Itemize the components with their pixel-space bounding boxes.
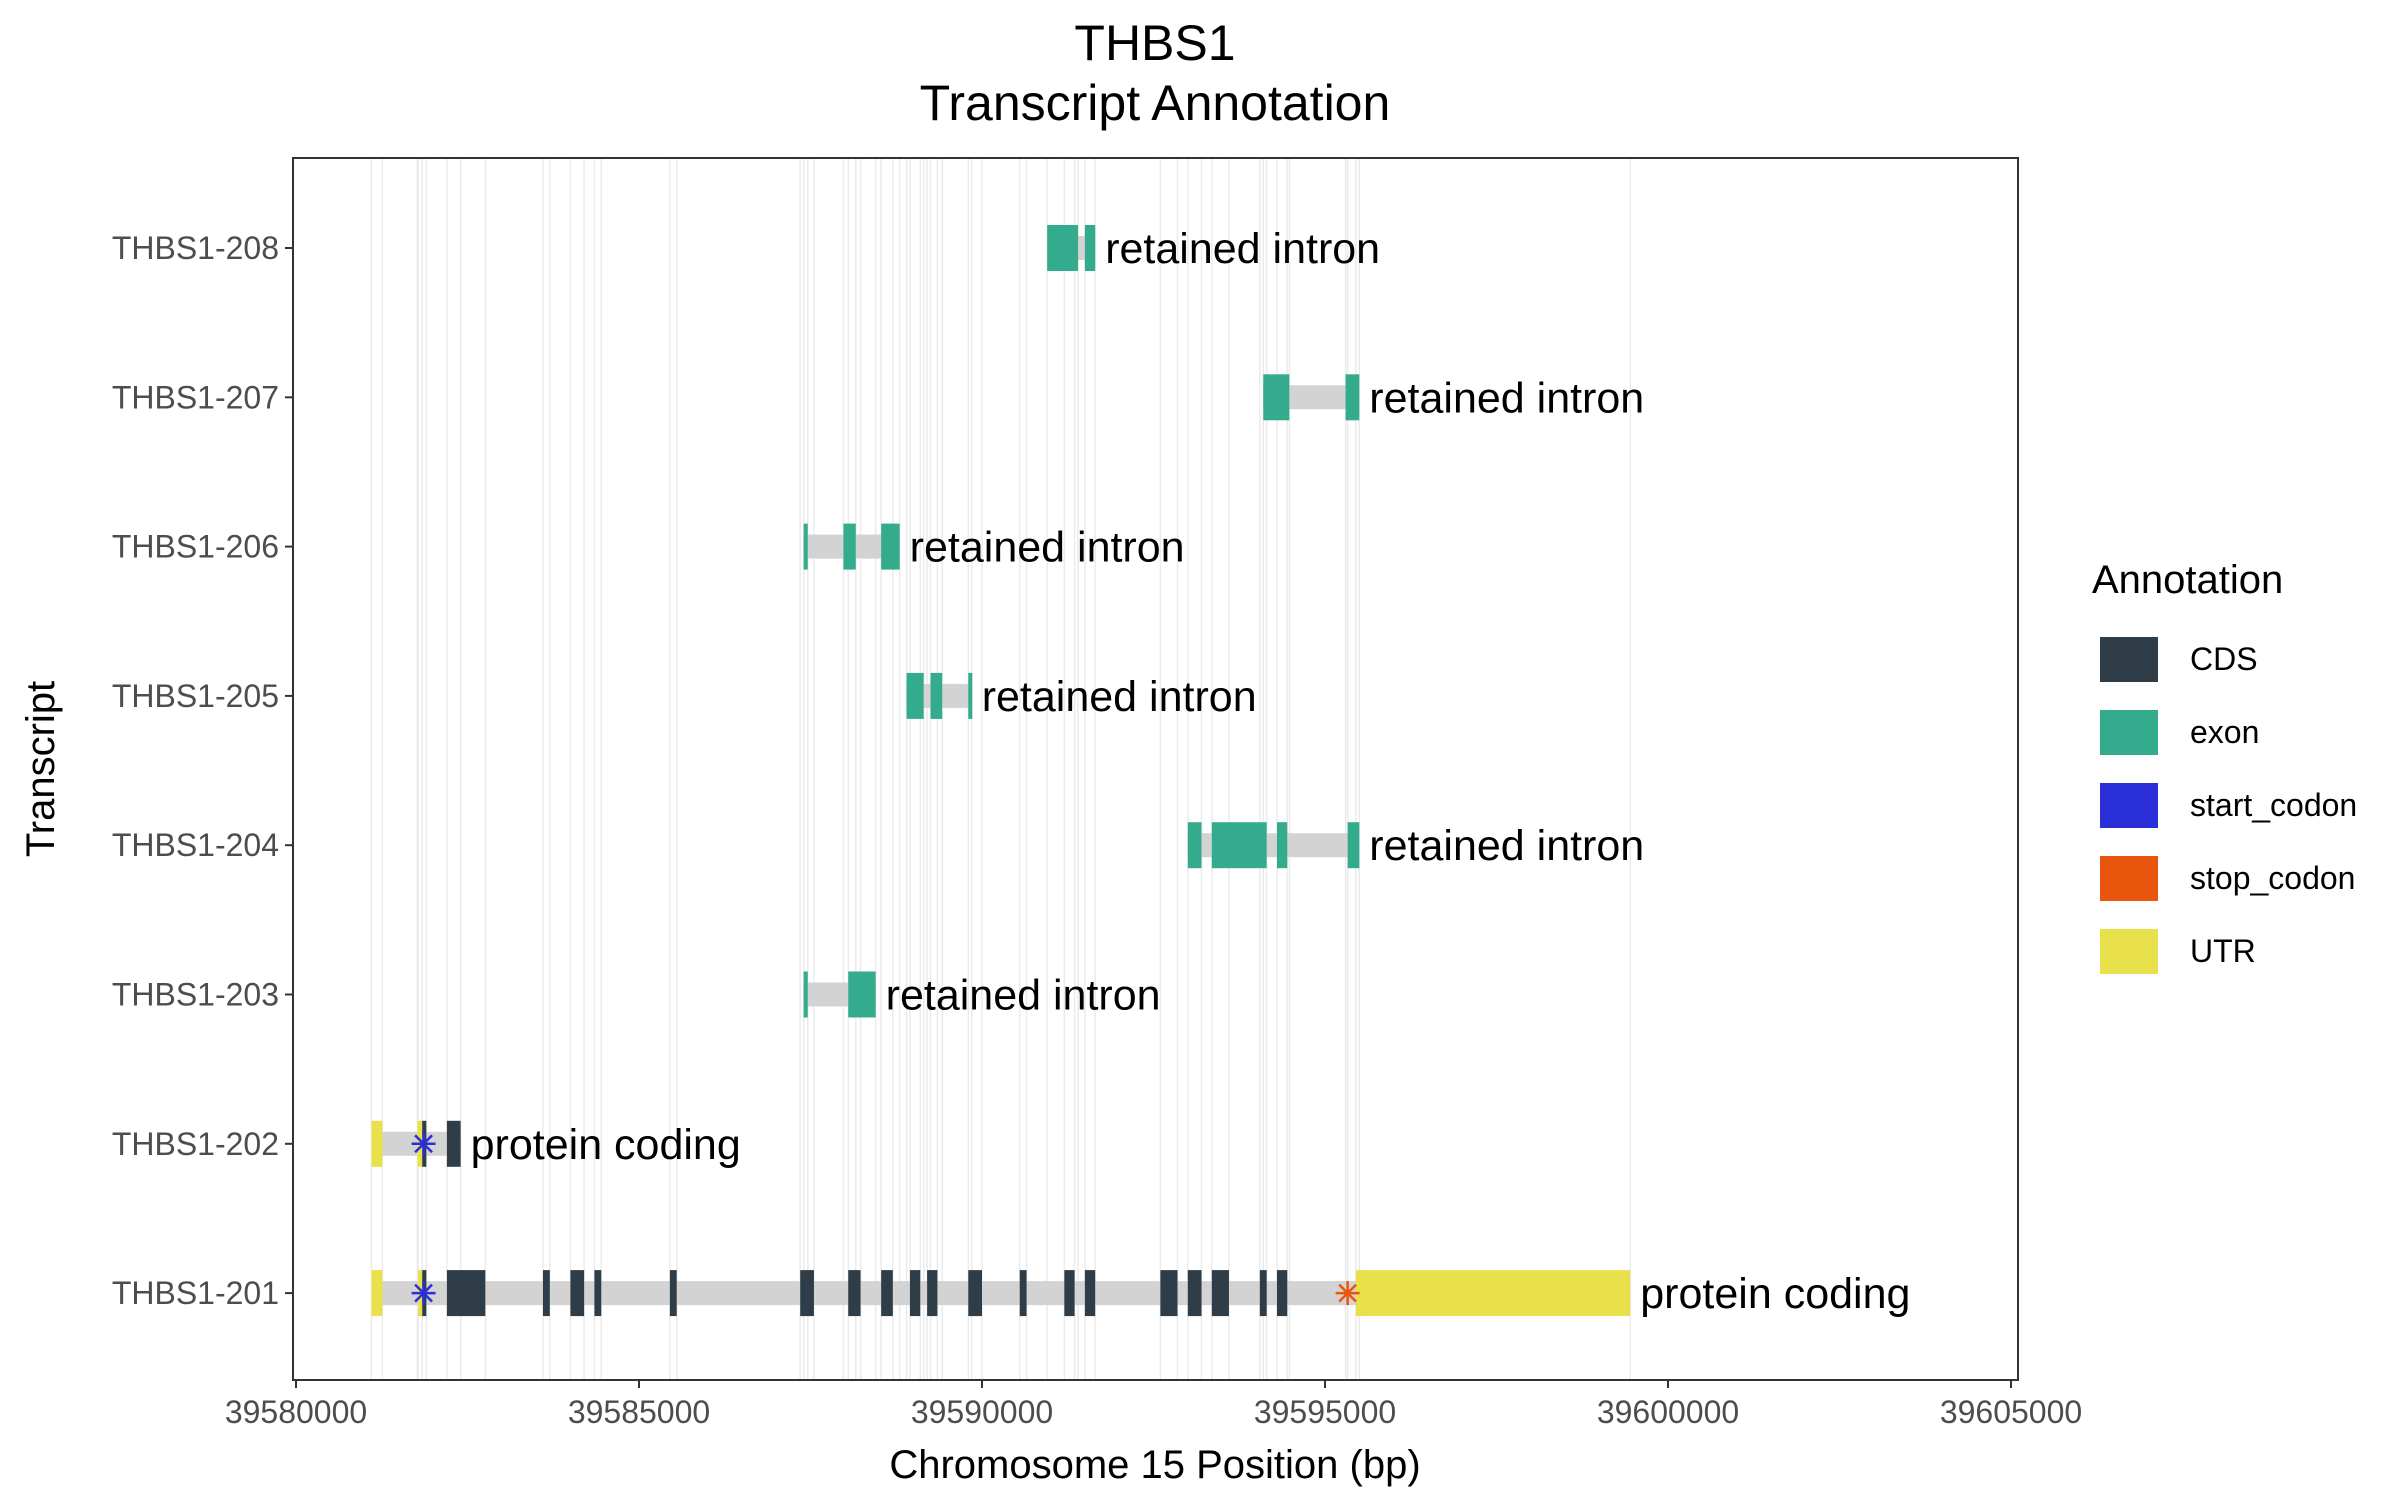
- x-axis-title: Chromosome 15 Position (bp): [889, 1443, 1420, 1487]
- exon-block: [1345, 374, 1360, 421]
- legend-key-exon: [2100, 710, 2158, 755]
- legend-label: stop_codon: [2190, 860, 2355, 896]
- cds-block: [881, 1270, 893, 1317]
- stop-codon-marker-stroke: [1338, 1283, 1358, 1303]
- biotype-labels: protein coding protein coding retained int…: [471, 225, 1911, 1318]
- cds-block: [1259, 1270, 1267, 1317]
- plot-panel-border: [292, 157, 2019, 1381]
- biotype-label: retained intron: [910, 524, 1185, 572]
- x-tick-label: 39585000: [568, 1394, 710, 1430]
- exon-block: [1276, 822, 1288, 869]
- cds-block: [800, 1270, 814, 1317]
- exon-block: [1211, 822, 1267, 869]
- chart-title-line1: THBS1: [1074, 15, 1235, 71]
- cds-block: [968, 1270, 982, 1317]
- exon-block: [803, 971, 808, 1018]
- biotype-label: retained intron: [982, 673, 1257, 721]
- utr-block: [1355, 1270, 1631, 1317]
- y-tick-label: THBS1-202: [112, 1126, 279, 1162]
- codon-markers: [411, 1131, 1360, 1306]
- y-axis: THBS1-201 THBS1-202 THBS1-203 THBS1-204 THBS…: [112, 230, 293, 1311]
- start-codon-marker-stroke: [414, 1283, 433, 1303]
- legend-label: start_codon: [2190, 787, 2357, 823]
- exon-block: [1187, 822, 1202, 869]
- y-tick-label: THBS1-206: [112, 529, 279, 565]
- y-tick-label: THBS1-205: [112, 678, 279, 714]
- utr-block: [371, 1270, 383, 1317]
- cds-block: [1019, 1270, 1027, 1317]
- exon-block: [803, 523, 808, 570]
- cds-block: [542, 1270, 550, 1317]
- y-tick-label: THBS1-201: [112, 1275, 279, 1311]
- x-tick-label: 39605000: [1940, 1394, 2082, 1430]
- y-tick-label: THBS1-203: [112, 977, 279, 1013]
- exon-block: [930, 672, 943, 719]
- y-axis-title: Transcript: [19, 681, 63, 857]
- exon-block: [1084, 225, 1096, 271]
- y-tick-label: THBS1-204: [112, 827, 279, 863]
- legend-label: UTR: [2190, 933, 2256, 969]
- stop-codon-marker: [1335, 1281, 1360, 1306]
- exon-block: [1047, 225, 1079, 271]
- cds-block: [594, 1270, 602, 1317]
- legend-label: CDS: [2190, 641, 2258, 677]
- exon-block: [843, 523, 856, 570]
- legend-label: exon: [2190, 714, 2259, 750]
- gridlines: [370, 158, 1632, 1380]
- chart-title-line2: Transcript Annotation: [920, 75, 1391, 131]
- x-tick-label: 39590000: [911, 1394, 1053, 1430]
- legend-title: Annotation: [2092, 558, 2283, 602]
- start-codon-marker-stroke: [414, 1134, 433, 1154]
- exon-block: [848, 971, 876, 1018]
- biotype-label: protein coding: [1640, 1270, 1910, 1318]
- cds-block: [848, 1270, 861, 1317]
- utr-block: [371, 1120, 383, 1167]
- exon-block: [881, 523, 900, 570]
- legend-key-UTR: [2100, 929, 2158, 974]
- biotype-label: retained intron: [1369, 374, 1644, 422]
- cds-block: [446, 1120, 461, 1167]
- start-codon-marker: [411, 1281, 436, 1306]
- cds-block: [1160, 1270, 1178, 1317]
- cds-block: [1187, 1270, 1202, 1317]
- cds-block: [570, 1270, 585, 1317]
- start-codon-marker: [411, 1131, 436, 1156]
- exon-block: [1263, 374, 1290, 421]
- cds-block: [1084, 1270, 1096, 1317]
- cds-block: [909, 1270, 921, 1317]
- cds-block: [1064, 1270, 1075, 1317]
- intron-line: [371, 1281, 1360, 1306]
- cds-block: [446, 1270, 486, 1317]
- exon-block: [968, 672, 973, 719]
- legend: Annotation CDS exon start_codon stop_codon U…: [2092, 558, 2357, 974]
- x-tick-label: 39600000: [1597, 1394, 1739, 1430]
- legend-key-start-codon: [2100, 783, 2158, 828]
- x-tick-label: 39595000: [1254, 1394, 1396, 1430]
- cds-block: [669, 1270, 677, 1317]
- exon-block: [906, 672, 924, 719]
- y-tick-label: THBS1-208: [112, 230, 279, 266]
- feature-blocks: [371, 225, 1631, 1317]
- cds-block: [927, 1270, 938, 1317]
- biotype-label: retained intron: [886, 972, 1161, 1020]
- cds-block: [1276, 1270, 1288, 1317]
- cds-block: [1211, 1270, 1229, 1317]
- biotype-label: retained intron: [1105, 225, 1380, 273]
- biotype-label: retained intron: [1369, 822, 1644, 870]
- exon-block: [1347, 822, 1360, 869]
- biotype-label: protein coding: [471, 1121, 741, 1169]
- y-tick-label: THBS1-207: [112, 379, 279, 415]
- x-axis: 39580000 39585000 39590000 39595000 39600000…: [225, 1380, 2082, 1430]
- legend-key-CDS: [2100, 637, 2158, 682]
- legend-key-stop-codon: [2100, 856, 2158, 901]
- x-tick-label: 39580000: [225, 1394, 367, 1430]
